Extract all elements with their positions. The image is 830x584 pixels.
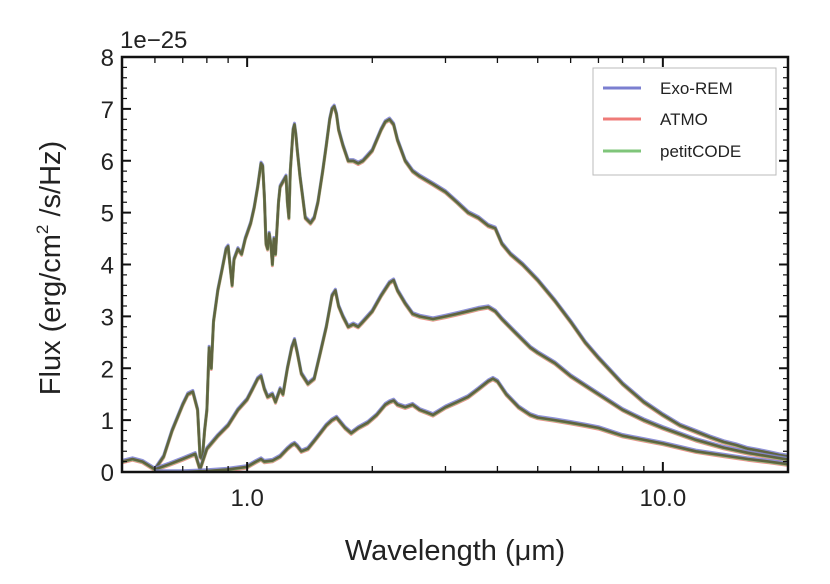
- y-tick-label: 7: [101, 97, 114, 124]
- y-tick-label: 8: [101, 45, 114, 72]
- x-tick-label: 10.0: [639, 485, 686, 512]
- y-offset-label: 1e−25: [120, 27, 187, 54]
- y-tick-label: 5: [101, 201, 114, 228]
- y-axis-label-tail: /s/Hz): [35, 141, 67, 225]
- y-axis-label-main: Flux (erg/cm: [35, 234, 67, 395]
- plot-area: [122, 103, 788, 472]
- legend-box: [592, 67, 777, 176]
- series-cool-composite: [154, 377, 788, 472]
- legend: Exo-REM ATMO petitCODE: [592, 67, 777, 176]
- legend-label-petitcode: petitCODE: [660, 142, 741, 161]
- series-hot-composite: [122, 105, 788, 471]
- y-tick-label: 3: [101, 304, 114, 331]
- x-tick-label: 1.0: [230, 485, 263, 512]
- legend-label-atmo: ATMO: [660, 110, 708, 129]
- x-axis-label: Wavelength (μm): [345, 535, 565, 567]
- legend-label-exo-rem: Exo-REM: [660, 79, 733, 98]
- y-tick-label: 6: [101, 149, 114, 176]
- y-tick-label: 4: [101, 253, 114, 280]
- series-medium-composite: [154, 278, 788, 471]
- y-tick-label: 0: [101, 460, 114, 487]
- y-tick-label: 2: [101, 356, 114, 383]
- plot-frame: [120, 55, 790, 474]
- y-tick-label: 1: [101, 408, 114, 435]
- y-axis-label: Flux (erg/cm2 /s/Hz): [33, 141, 67, 395]
- y-axis-label-sup: 2: [33, 225, 52, 234]
